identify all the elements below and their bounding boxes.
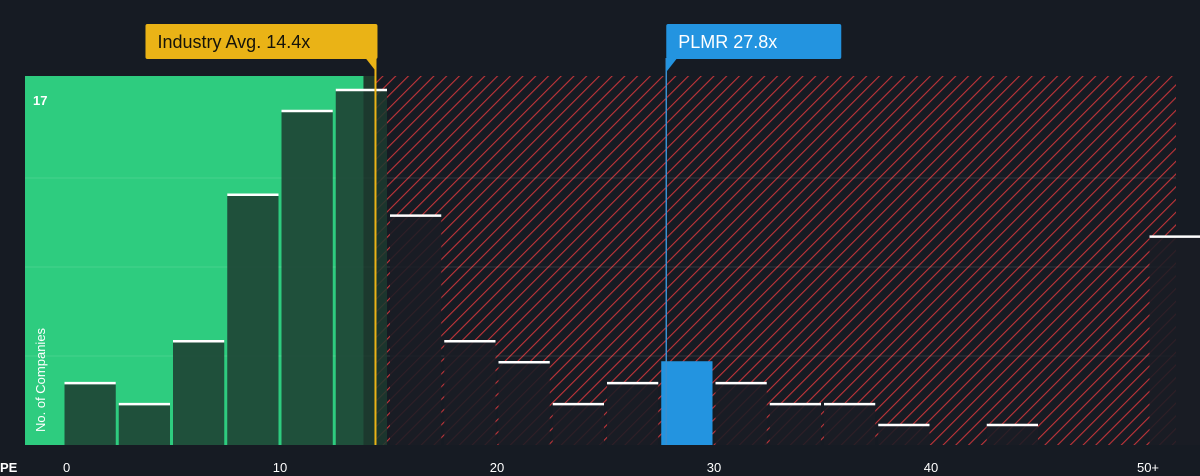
histogram-bar [986,424,1038,445]
histogram-bar [552,403,604,445]
histogram-bar [64,382,116,445]
histogram-bar [824,403,876,445]
y-axis-title: No. of Companies [33,327,48,432]
histogram-bar [498,361,550,445]
x-tick-label: 10 [273,460,287,475]
company-tag: PLMR 27.8x [666,24,842,72]
x-tick-label: 30 [707,460,721,475]
overvalued-zone [375,76,1177,445]
histogram-bar [769,403,821,445]
histogram-bar [607,382,659,445]
histogram-bar [227,193,279,445]
x-ticks: 0 10 20 30 40 50+ [63,460,1159,475]
histogram-bar [118,403,170,445]
x-tick-label: 0 [63,460,70,475]
industry-avg-label: Industry Avg. 14.4x [157,32,310,52]
histogram-bar [390,214,442,445]
histogram-bar [661,361,713,445]
histogram-bar [1149,235,1200,445]
company-tag-pointer [666,58,678,72]
company-label: PLMR 27.8x [678,32,777,52]
histogram-bar [878,424,930,445]
bars [64,88,1200,446]
x-tick-label: 40 [924,460,938,475]
industry-avg-tag-pointer [365,58,377,72]
industry-avg-tag: Industry Avg. 14.4x [145,24,378,72]
x-axis-title: PE [0,460,18,475]
industry-avg-tag-box [145,24,378,59]
histogram-bar [444,340,496,445]
histogram-bar [335,89,387,445]
company-tag-box [666,24,842,59]
x-tick-label: 20 [490,460,504,475]
histogram-bar [173,340,225,445]
y-max-label: 17 [33,93,47,108]
x-tick-label: 50+ [1137,460,1159,475]
histogram-bar [281,109,333,446]
histogram-bar [715,382,767,445]
